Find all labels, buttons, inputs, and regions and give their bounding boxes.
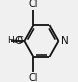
Text: N: N xyxy=(61,36,69,46)
Text: Cl: Cl xyxy=(29,73,38,82)
Text: Cl: Cl xyxy=(29,0,38,9)
Text: H₃C: H₃C xyxy=(7,36,24,46)
Text: O: O xyxy=(14,36,22,46)
